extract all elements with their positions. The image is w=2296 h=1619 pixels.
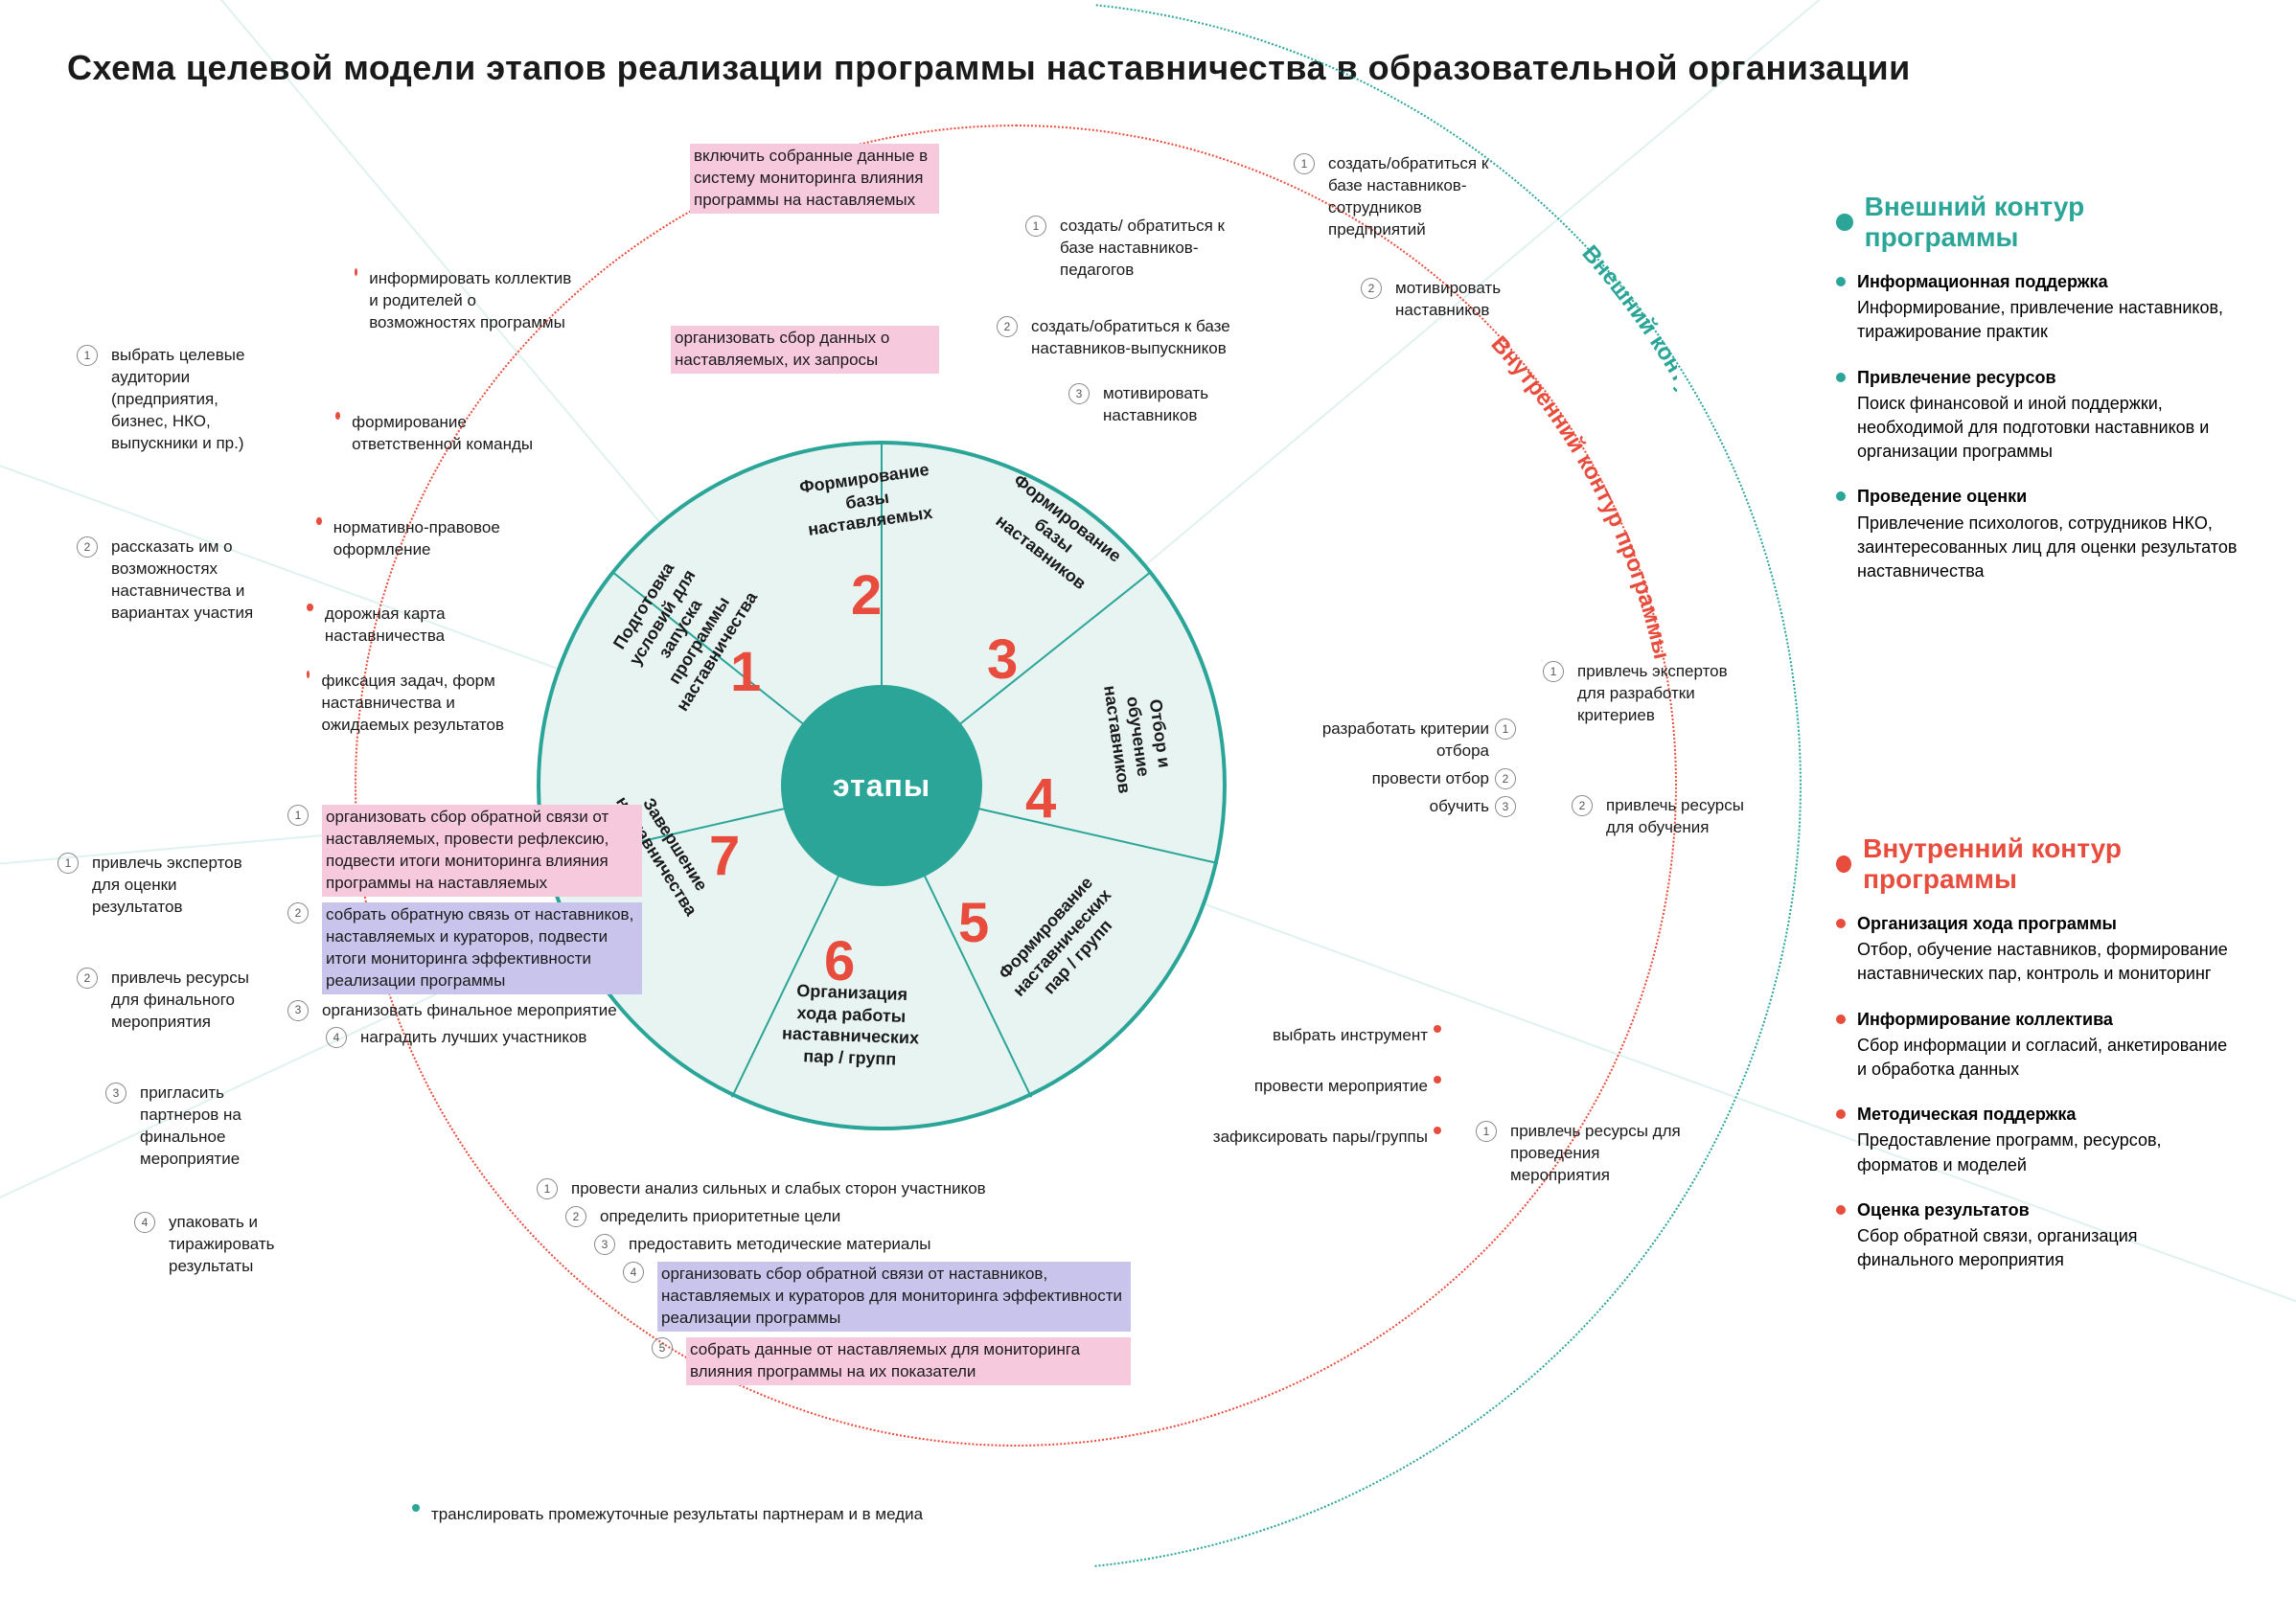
- stage-number-7: 7: [709, 824, 740, 888]
- stage6-outer: транслировать промежуточные результаты п…: [412, 1504, 1083, 1532]
- stage5-inner: выбрать инструмент провести мероприятие …: [1207, 1025, 1447, 1154]
- stage3-outer: 2мотивировать наставников: [1361, 278, 1572, 328]
- stage1-inner: дорожная карта наставничества: [307, 604, 537, 653]
- stage-number-1: 1: [730, 640, 761, 704]
- stage7-outer: 3пригласить партнеров на финальное мероп…: [105, 1083, 297, 1176]
- stage1-outer: 1выбрать целевые аудитории (предприятия,…: [77, 345, 268, 461]
- stage7-inner: 1организовать сбор обратной связи от нас…: [287, 805, 642, 1055]
- stage4-outer: 1привлечь экспертов для разработки крите…: [1543, 661, 1744, 733]
- stage4-outer: 2привлечь ресурсы для обучения: [1572, 795, 1763, 845]
- stage1-outer: 2рассказать им о возможностях наставниче…: [77, 536, 268, 630]
- bullet-icon: [1836, 214, 1853, 231]
- stage1-inner: информировать коллектив и родителей о во…: [355, 268, 575, 340]
- stage1-inner: фиксация задач, форм наставничества и ож…: [307, 671, 537, 742]
- stage-number-4: 4: [1025, 766, 1056, 831]
- stage5-outer: 1привлечь ресурсы для проведения меропри…: [1476, 1121, 1687, 1193]
- stage3-inner: 2создать/обратиться к базе наставников-в…: [997, 316, 1284, 366]
- legend-inner: Внутренний контур программы Организация …: [1836, 833, 2239, 1293]
- stage2-inner: организовать сбор данных о наставляемых,…: [671, 326, 939, 374]
- stage3-inner: 1создать/ обратиться к базе наставников-…: [1025, 216, 1236, 287]
- stage4-inner: разработать критерии отбора1 провести от…: [1284, 718, 1524, 824]
- stage7-outer: 1привлечь экспертов для оценки результат…: [57, 853, 249, 924]
- stage7-outer: 2привлечь ресурсы для финального меропри…: [77, 968, 268, 1039]
- stage2-inner: включить собранные данные в систему мони…: [690, 144, 939, 214]
- center-label: этапы: [781, 685, 982, 886]
- stage3-inner: 3мотивировать наставников: [1068, 383, 1279, 433]
- bullet-icon: [1836, 855, 1851, 873]
- legend-outer: Внешний контур программы Информационная …: [1836, 192, 2239, 604]
- stage-number-3: 3: [987, 627, 1018, 692]
- diagram-title: Схема целевой модели этапов реализации п…: [67, 48, 1911, 88]
- stage-number-5: 5: [958, 891, 989, 955]
- stage7-outer: 4упаковать и тиражировать результаты: [134, 1212, 326, 1284]
- stage3-outer: 1создать/обратиться к базе наставников-с…: [1294, 153, 1524, 247]
- stage1-inner: нормативно-правовое оформление: [316, 517, 527, 567]
- stage6-inner: 1провести анализ сильных и слабых сторон…: [537, 1178, 1131, 1391]
- stage-number-2: 2: [851, 563, 882, 627]
- stage1-inner: формирование ответственной команды: [335, 412, 546, 462]
- stage-label-6: Организация хода работы наставнических п…: [772, 979, 929, 1071]
